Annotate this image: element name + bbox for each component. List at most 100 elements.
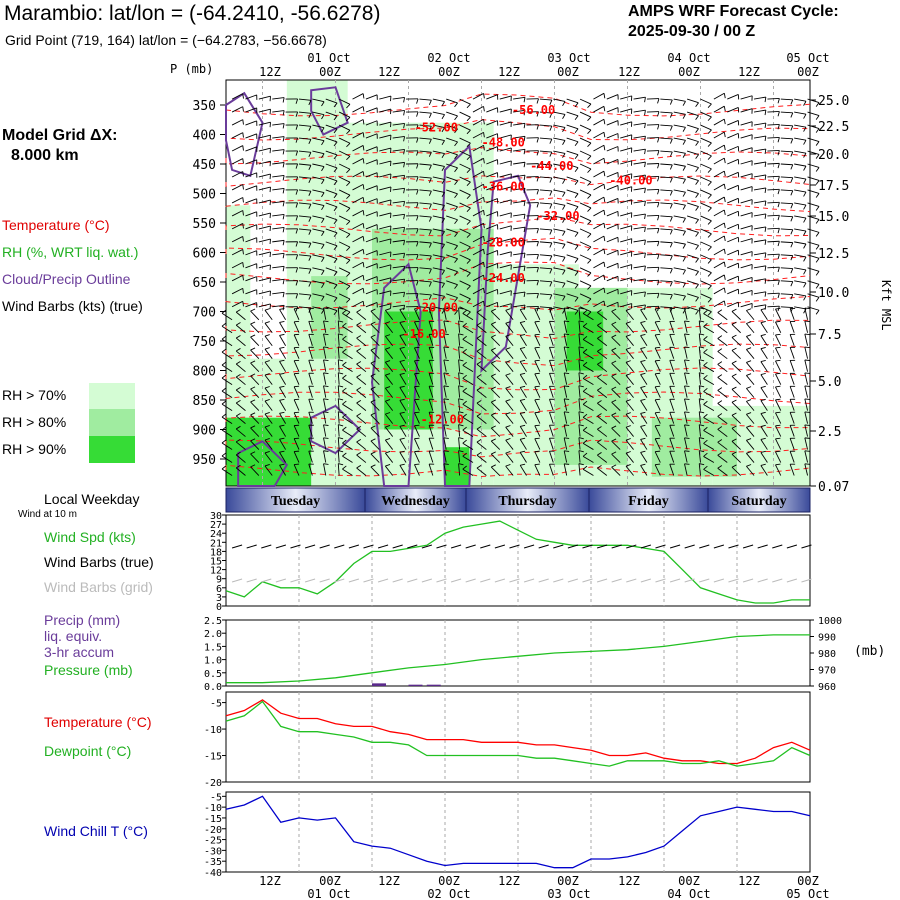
wind-barb: [293, 399, 300, 411]
wind-barb-flag: [562, 192, 566, 197]
forecast-cycle-line2: 2025-09-30 / 00 Z: [628, 23, 756, 40]
wind-barb: [379, 238, 392, 243]
wind-barb-flag: [644, 162, 646, 168]
wind-barb-flag: [574, 284, 579, 289]
wind-barb-flag: [242, 223, 244, 229]
wind-barb: [245, 107, 257, 113]
wind-barb: [356, 350, 367, 360]
wind-barb: [633, 239, 646, 243]
wind-barb: [731, 376, 741, 385]
wind-barb-flag: [476, 374, 482, 378]
wind-barb: [337, 333, 340, 346]
wind-barb: [279, 451, 287, 463]
wind-barb: [279, 335, 287, 346]
wind-barb-grid: [582, 578, 593, 583]
wind-barb-flag: [399, 385, 405, 388]
wind-barb: [250, 310, 260, 321]
wind-barb-flag: [707, 272, 712, 277]
wind-barb-flag: [342, 374, 347, 379]
wind-barb: [673, 98, 686, 102]
wind-barb-flag: [443, 398, 449, 400]
wind-barb-flag: [282, 253, 285, 259]
wind-barb: [698, 307, 701, 320]
wind-barb: [673, 215, 686, 219]
wind-barb-flag: [483, 288, 485, 294]
wind-barb-flag: [443, 385, 449, 387]
wind-barb-flag: [657, 163, 660, 169]
wind-barb-flag: [264, 373, 270, 376]
wind-speed-line: [225, 520, 810, 604]
wind-barb: [740, 251, 753, 256]
wind-barb-flag: [611, 360, 617, 364]
wind-barb-flag: [505, 399, 511, 402]
wind-barb-grid: [742, 578, 754, 583]
wind-barb: [472, 118, 484, 126]
wind-barb-flag: [282, 175, 285, 181]
wind-barb: [703, 404, 715, 412]
wind-barb-flag: [682, 127, 686, 132]
wind-barb: [684, 385, 688, 398]
wind-barb: [476, 311, 487, 321]
wind-barb-flag: [441, 192, 445, 197]
wind-barb: [646, 189, 659, 191]
wind-barb: [654, 308, 661, 320]
wind-barb-flag: [454, 115, 458, 121]
wind-barb-flag: [760, 411, 766, 414]
wind-barb: [458, 411, 461, 424]
wind-barb-flag: [491, 438, 496, 442]
wind-barb: [392, 291, 405, 295]
wind-barb-flag: [695, 180, 699, 185]
wind-barb-flag: [308, 165, 312, 170]
cloud-outline: [225, 91, 264, 178]
wind-barb: [370, 466, 380, 476]
wind-barb: [428, 334, 434, 346]
wind-barb: [272, 200, 285, 204]
wind-barb: [513, 174, 526, 178]
wind-barb: [579, 163, 592, 170]
wind-barb: [700, 98, 712, 105]
wind-barb: [419, 137, 432, 140]
wind-barb-flag: [536, 124, 539, 130]
wind-barb-flag: [684, 359, 690, 361]
wind-barb: [646, 163, 659, 165]
wind-barb: [767, 279, 780, 282]
wind-barb-flag: [399, 372, 405, 375]
wind-barb: [384, 310, 394, 321]
wind-barb-flag: [562, 231, 566, 236]
wind-barb: [534, 425, 541, 437]
wind-barb-flag: [684, 437, 690, 439]
wind-barb-10m: [421, 544, 433, 549]
wind-barb: [365, 276, 378, 282]
wind-barb-flag: [655, 463, 661, 466]
wind-barb: [578, 463, 581, 476]
wind-barb-flag: [323, 359, 329, 362]
wind-barb: [625, 413, 634, 424]
wind-barb-flag: [321, 231, 325, 237]
wind-barb: [245, 172, 257, 178]
wind-barb: [669, 438, 675, 450]
wind-barb: [490, 466, 501, 476]
wind-barb: [342, 351, 353, 360]
wind-barb-flag: [549, 242, 553, 248]
wind-barb: [338, 293, 351, 300]
wind-barb-flag: [717, 439, 723, 443]
wind-barb: [620, 160, 632, 165]
wind-y-tick-label: 12: [210, 566, 222, 577]
wind-barb-flag: [221, 465, 227, 470]
wind-barb-flag: [250, 425, 256, 429]
wind-barb: [443, 359, 447, 372]
wind-barb: [250, 427, 260, 437]
wind-barb-flag: [242, 132, 244, 138]
wind-barb-flag: [323, 307, 329, 310]
wind-barb: [365, 211, 378, 217]
wind-barb-flag: [235, 399, 241, 404]
wind-barb: [379, 251, 392, 256]
wind-barb: [443, 450, 447, 463]
wind-barb: [673, 176, 686, 180]
wind-barb-flag: [587, 285, 592, 290]
temperature-contour-label: -48.00: [482, 135, 525, 149]
temp-y-tick-label: -15: [204, 752, 222, 763]
wind-barb-flag: [625, 360, 631, 363]
precip-label-3: 3-hr accum: [44, 644, 115, 660]
wind-barb-flag: [815, 167, 820, 172]
